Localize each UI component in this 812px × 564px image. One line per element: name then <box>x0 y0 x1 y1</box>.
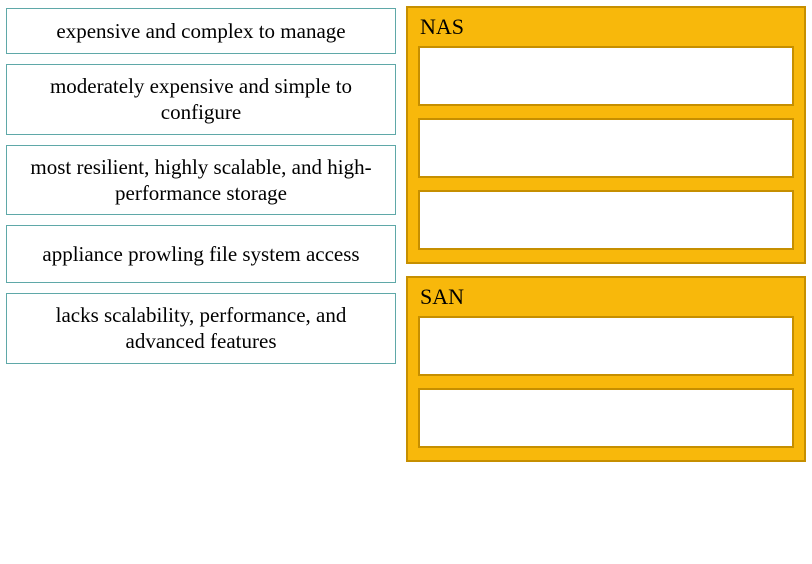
target-group-san: SAN <box>406 276 806 462</box>
source-item-label: appliance prowling file system access <box>42 241 359 267</box>
source-item-label: most resilient, highly scalable, and hig… <box>19 154 383 207</box>
drop-slot[interactable] <box>418 190 794 250</box>
target-slots-san <box>418 316 794 448</box>
source-item-moderately-expensive[interactable]: moderately expensive and simple to confi… <box>6 64 396 135</box>
target-column: NAS SAN <box>406 6 806 558</box>
source-item-lacks-scalability[interactable]: lacks scalability, performance, and adva… <box>6 293 396 364</box>
drop-slot[interactable] <box>418 46 794 106</box>
source-item-label: expensive and complex to manage <box>56 18 345 44</box>
matching-diagram: expensive and complex to manage moderatel… <box>0 0 812 564</box>
drop-slot[interactable] <box>418 388 794 448</box>
target-slots-nas <box>418 46 794 250</box>
source-item-appliance-prowling[interactable]: appliance prowling file system access <box>6 225 396 283</box>
source-item-most-resilient[interactable]: most resilient, highly scalable, and hig… <box>6 145 396 216</box>
target-group-nas: NAS <box>406 6 806 264</box>
source-item-expensive-complex[interactable]: expensive and complex to manage <box>6 8 396 54</box>
source-item-label: moderately expensive and simple to confi… <box>19 73 383 126</box>
source-column: expensive and complex to manage moderatel… <box>6 6 396 558</box>
drop-slot[interactable] <box>418 118 794 178</box>
target-label-nas: NAS <box>418 12 794 46</box>
source-item-label: lacks scalability, performance, and adva… <box>19 302 383 355</box>
target-label-san: SAN <box>418 282 794 316</box>
drop-slot[interactable] <box>418 316 794 376</box>
